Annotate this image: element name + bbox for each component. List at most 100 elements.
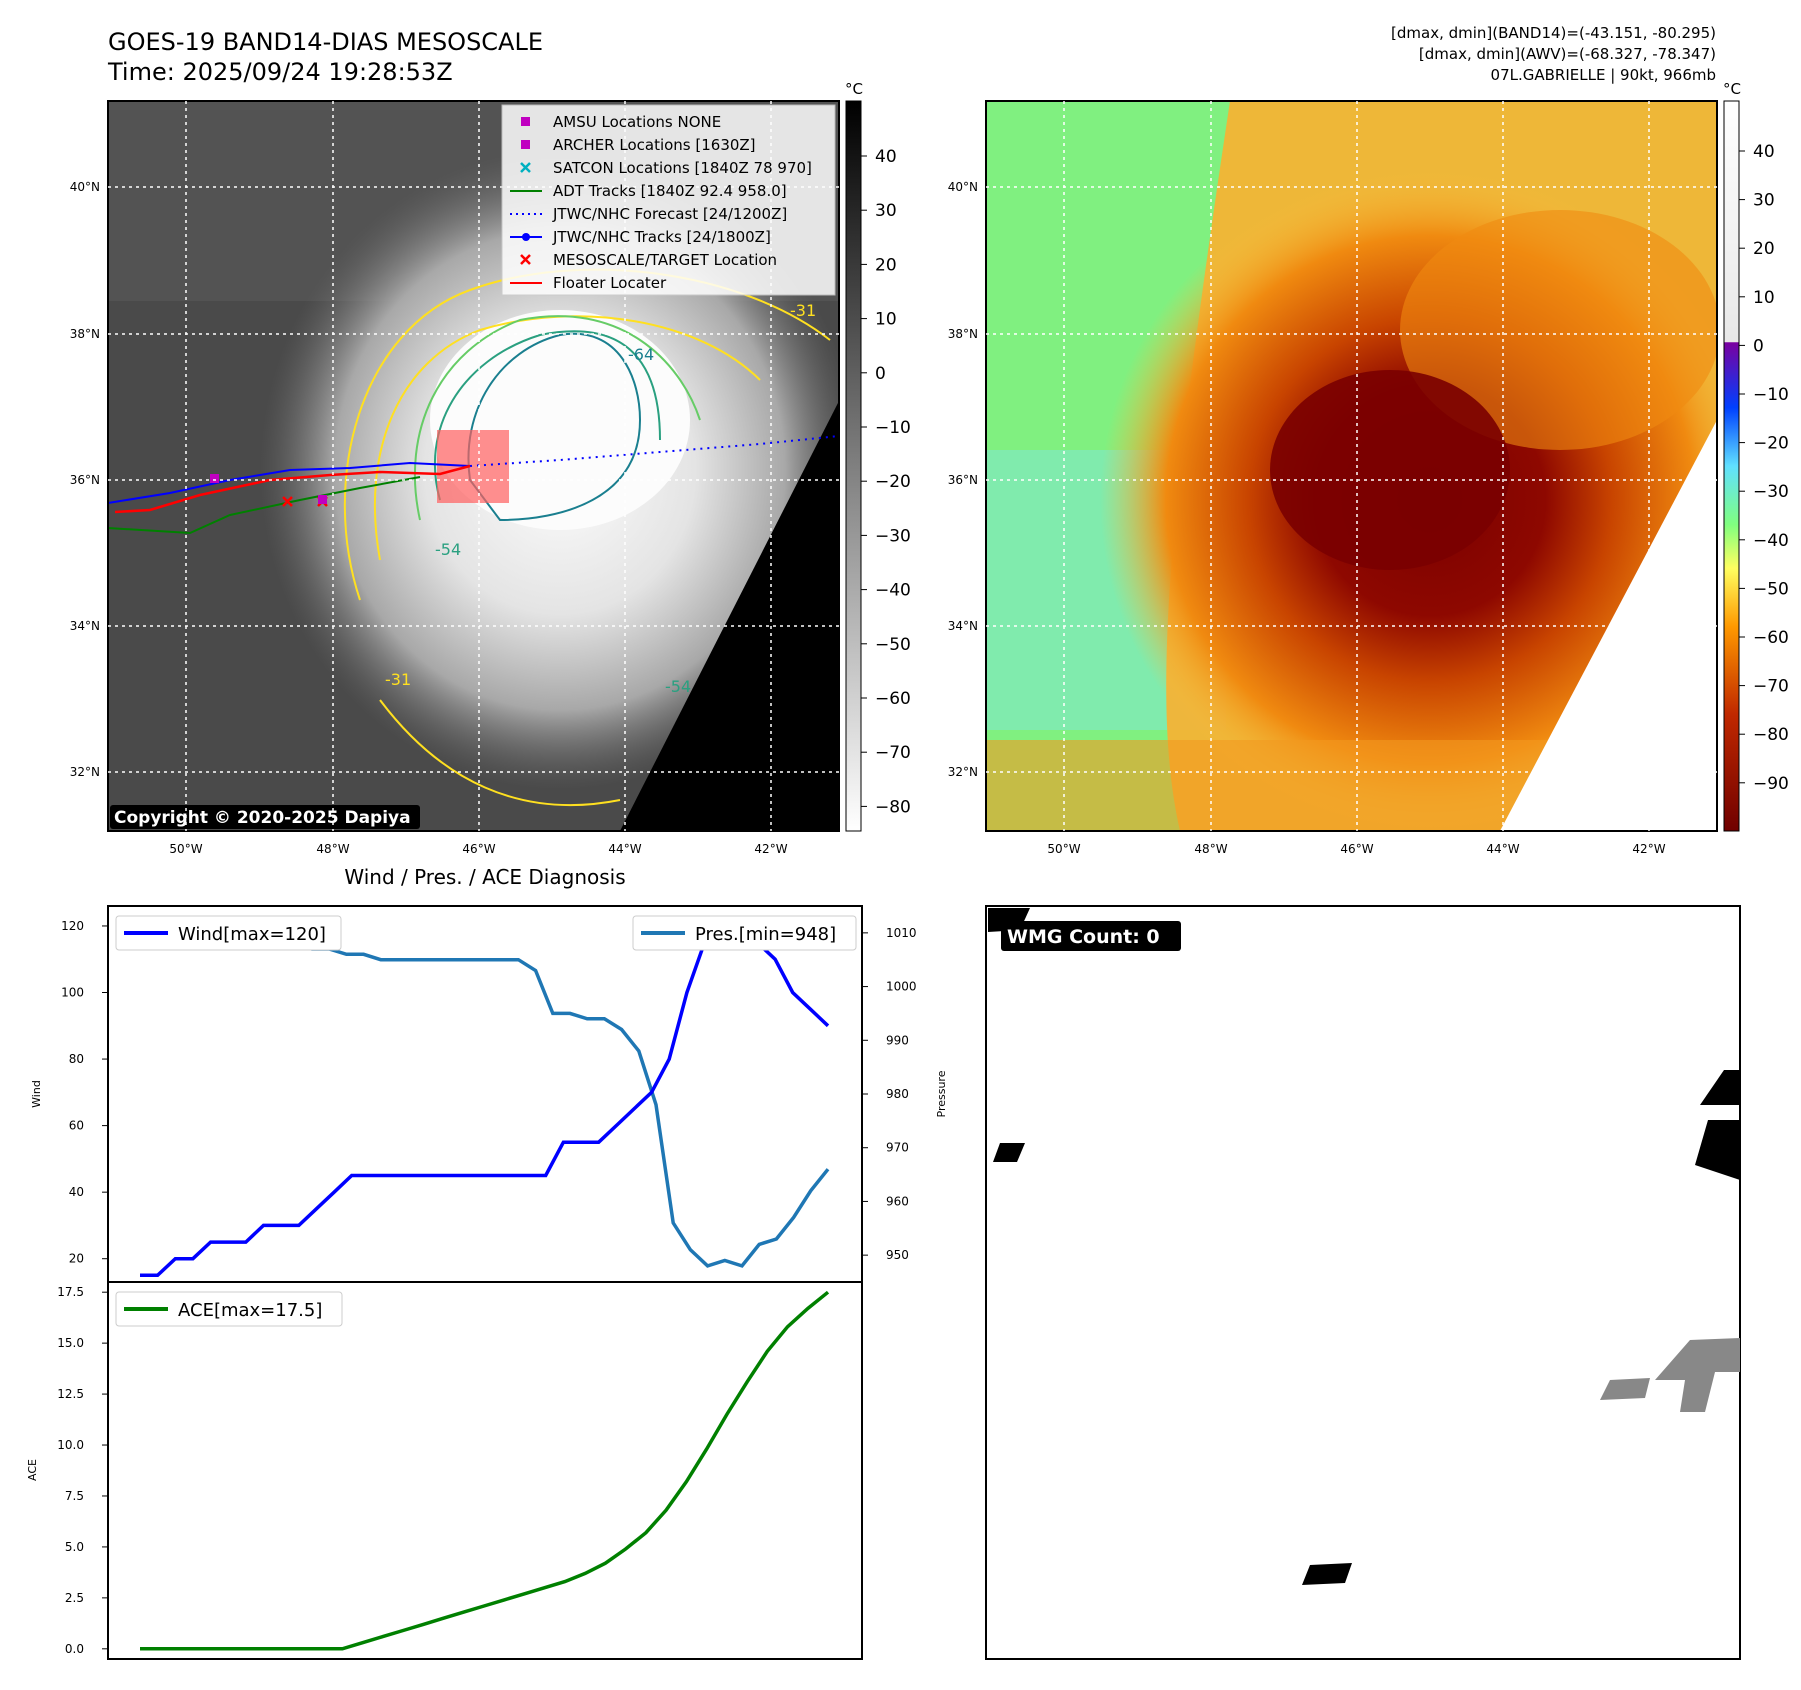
wind-pres-axes: [107, 905, 863, 1283]
band14-range: [dmax, dmin](BAND14)=(-43.151, -80.295): [1391, 24, 1716, 42]
pressure-yticks: 950 960 970 980 990 1000 1010: [862, 926, 917, 1262]
wind-tick-label: 60: [69, 1119, 84, 1133]
ace-tick-label: 17.5: [57, 1285, 84, 1299]
ace-ylabel: ACE: [26, 1459, 39, 1481]
ir-lat-label: 38°N: [70, 327, 100, 341]
colorbar-tick-label: −10: [875, 418, 911, 438]
legend-marker-dot: [522, 233, 530, 241]
colorbar-tick-label: −80: [875, 797, 911, 817]
ir-map-frame: [107, 100, 840, 832]
jtwc-track-line: [108, 461, 471, 504]
pressure-tick-label: 950: [886, 1248, 909, 1262]
wind-legend: Wind[max=120]: [115, 915, 342, 951]
awv-map: [986, 101, 1717, 831]
ir-lon-label: 48°W: [316, 842, 349, 856]
copyright: Copyright © 2020-2025 Dapiya: [114, 808, 411, 828]
awv-lon-label: 46°W: [1340, 842, 1373, 856]
wmg-count: WMG Count: 0: [1007, 926, 1160, 948]
wind-yticks: 20 40 60 80 100 120: [61, 919, 108, 1266]
awv-colorbar-ticks: 40 30 20 10 0 −10 −20 −30 −40 −50 −60 −70 −80 −90: [1739, 142, 1789, 794]
legend-label: Floater Locater: [553, 274, 667, 292]
colorbar-tick-label: −40: [1753, 531, 1789, 551]
legend-marker: [520, 162, 531, 173]
colorbar-tick-label: −40: [875, 581, 911, 601]
contour-label: -54: [435, 540, 461, 559]
pressure-tick-label: 980: [886, 1087, 909, 1101]
legend-label: JTWC/NHC Tracks [24/1800Z]: [552, 228, 771, 246]
colorbar-tick-label: 40: [875, 147, 897, 167]
colorbar-tick-label: −90: [1753, 774, 1789, 794]
ir-lat-label: 40°N: [70, 180, 100, 194]
awv-grid: [986, 101, 1717, 831]
pressure-legend-label: Pres.[min=948]: [695, 924, 836, 945]
colorbar-tick-label: 0: [875, 364, 886, 384]
ir-lon-label: 42°W: [754, 842, 787, 856]
ir-colorbar-unit: °C: [845, 80, 863, 98]
ir-colorbar-ticks: 40 30 20 10 0 −10 −20 −30 −40 −50 −60 −70 −80: [861, 147, 911, 817]
colorbar-tick-label: −20: [875, 472, 911, 492]
diagnosis-title: Wind / Pres. / ACE Diagnosis: [344, 865, 625, 889]
ir-colorbar: [845, 100, 862, 832]
legend-marker: [521, 117, 530, 126]
legend-label: SATCON Locations [1840Z 78 970]: [553, 159, 812, 177]
awv-lat-label: 40°N: [948, 180, 978, 194]
ace-lines: [140, 1290, 830, 1651]
ace-axes: [107, 1281, 863, 1660]
colorbar-tick-label: 20: [875, 255, 897, 275]
no-data-region: [620, 401, 839, 831]
wind-tick-label: 80: [69, 1052, 84, 1066]
awv-lon-labels: 50°W 48°W 46°W 44°W 42°W: [1047, 842, 1665, 856]
ir-lon-label: 50°W: [169, 842, 202, 856]
pressure-tick-label: 1000: [886, 980, 917, 994]
colorbar-tick-label: −10: [1753, 385, 1789, 405]
ace-tick-label: 2.5: [65, 1591, 84, 1605]
ace-tick-label: 15.0: [57, 1336, 84, 1350]
wind-ylabel: Wind: [30, 1080, 43, 1108]
contour-label: -31: [385, 670, 411, 689]
awv-colorbar-unit: °C: [1723, 80, 1741, 98]
colorbar-tick-label: 0: [1753, 336, 1764, 356]
ace-legend: ACE[max=17.5]: [115, 1291, 343, 1327]
awv-lon-label: 42°W: [1632, 842, 1665, 856]
archer-marker-2: [210, 474, 219, 483]
colorbar-tick-label: −50: [1753, 579, 1789, 599]
colorbar-tick-label: 30: [875, 201, 897, 221]
awv-lat-label: 34°N: [948, 619, 978, 633]
mesoscale-target-box: [437, 430, 509, 503]
wind-tick-label: 40: [69, 1185, 84, 1199]
colorbar-tick-label: 30: [1753, 191, 1775, 211]
legend-marker: [521, 140, 530, 149]
figure-time: Time: 2025/09/24 19:28:53Z: [107, 58, 453, 86]
ace-tick-label: 12.5: [57, 1387, 84, 1401]
awv-lon-label: 44°W: [1486, 842, 1519, 856]
colorbar-tick-label: 10: [1753, 288, 1775, 308]
ir-lon-label: 44°W: [608, 842, 641, 856]
legend-label: MESOSCALE/TARGET Location: [553, 251, 777, 269]
legend-label: ADT Tracks [1840Z 92.4 958.0]: [553, 182, 787, 200]
legend-label: AMSU Locations NONE: [553, 113, 721, 131]
legend-marker: [520, 254, 531, 265]
wmg-count-badge: [1001, 921, 1181, 951]
awv-map-frame: [985, 100, 1718, 832]
ir-lat-label: 34°N: [70, 619, 100, 633]
ace-yticks: 0.0 2.5 5.0 7.5 10.0 12.5 15.0 17.5: [57, 1285, 108, 1656]
ir-lat-label: 32°N: [70, 765, 100, 779]
colorbar-tick-label: −70: [875, 743, 911, 763]
wind-tick-label: 120: [61, 919, 84, 933]
adt-track-line: [108, 476, 421, 535]
ir-lon-labels: 50°W 48°W 46°W 44°W 42°W: [169, 842, 787, 856]
ir-lon-label: 46°W: [462, 842, 495, 856]
archer-marker: [318, 495, 327, 504]
awv-colorbar: [1723, 100, 1740, 832]
ace-tick-label: 5.0: [65, 1540, 84, 1554]
awv-lon-label: 48°W: [1194, 842, 1227, 856]
ir-lat-labels: 40°N 38°N 36°N 34°N 32°N: [70, 180, 100, 779]
awv-range: [dmax, dmin](AWV)=(-68.327, -78.347): [1419, 45, 1716, 63]
pressure-legend: Pres.[min=948]: [632, 915, 857, 951]
ir-lat-label: 36°N: [70, 473, 100, 487]
colorbar-tick-label: −80: [1753, 725, 1789, 745]
wmg-shapes: [988, 908, 1740, 1585]
ace-tick-label: 0.0: [65, 1642, 84, 1656]
contour-label: -64: [628, 345, 654, 364]
colorbar-tick-label: −30: [1753, 482, 1789, 502]
